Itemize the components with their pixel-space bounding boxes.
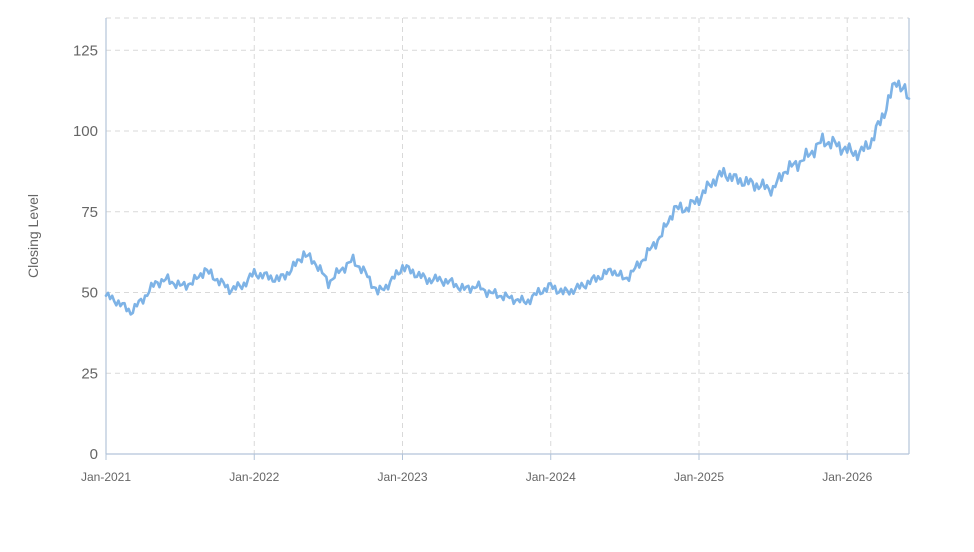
- series-layer: [104, 79, 911, 316]
- y-tick-label: 50: [81, 285, 98, 302]
- y-tick-label: 0: [90, 446, 98, 463]
- x-tick-label: Jan-2025: [674, 470, 724, 484]
- gridlines: [106, 17, 909, 454]
- x-tick-label: Jan-2026: [822, 470, 872, 484]
- x-tick-label: Jan-2021: [81, 470, 131, 484]
- y-tick-label: 25: [81, 365, 98, 382]
- x-tick-label: Jan-2024: [526, 470, 576, 484]
- x-tick-label: Jan-2023: [377, 470, 427, 484]
- series-line-0: [104, 79, 911, 316]
- y-tick-label: 100: [73, 123, 98, 140]
- axis-labels: Closing Level 0 25 50 75 100 125 Jan-2021 Jan-2…: [25, 42, 873, 484]
- y-tick-label: 75: [81, 204, 98, 221]
- y-axis-title: Closing Level: [25, 194, 41, 278]
- x-tick-label: Jan-2022: [229, 470, 279, 484]
- y-tick-label: 125: [73, 42, 98, 59]
- axes: [105, 18, 910, 460]
